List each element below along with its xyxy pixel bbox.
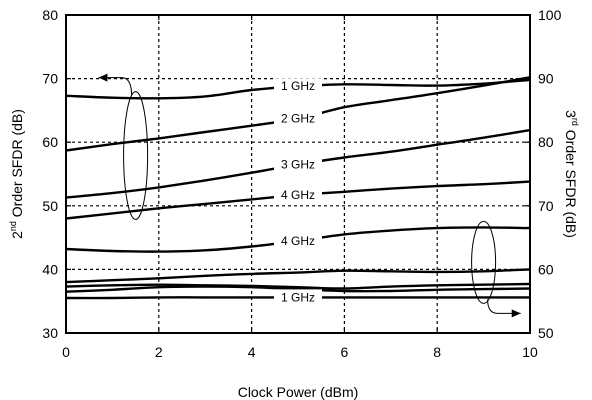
curve-labels: 1 GHz 2 GHz 3 GHz 4 GHz 4 GHz 1 GHz [274, 78, 322, 306]
y-left-tick-label: 70 [42, 71, 58, 87]
curve-label: 1 GHz [281, 79, 315, 93]
x-tick-label: 0 [62, 344, 70, 360]
y-right-tick-label: 60 [538, 261, 554, 277]
y-left-title-sup: nd [8, 221, 18, 231]
y-right-title-sup: rd [570, 118, 580, 126]
curve-label: 2 GHz [281, 112, 315, 126]
group-arrow-right [487, 299, 521, 314]
y-right-tick-label: 80 [538, 134, 554, 150]
y-right-title-rest: Order SFDR (dB) [563, 126, 579, 238]
y-left-title-prefix: 2 [9, 231, 25, 239]
y-right-tick-label: 90 [538, 71, 554, 87]
group-ellipse-right [471, 220, 497, 304]
y-axis-right-title: 3rd Order SFDR (dB) [563, 110, 580, 238]
y-axis-left-title: 2nd Order SFDR (dB) [8, 109, 25, 239]
series-line-right-6 [65, 282, 531, 290]
x-tick-label: 4 [248, 344, 256, 360]
axis-ticks: 0 2 4 6 8 10 30 40 50 60 70 80 50 60 70 80 90 100 [42, 7, 561, 360]
y-left-tick-label: 80 [42, 7, 58, 23]
group-arrow-left [98, 77, 133, 96]
curve-label-bg [274, 232, 322, 249]
group-ellipse-left [123, 91, 149, 220]
y-right-tick-label: 70 [538, 198, 554, 214]
curve-label: 3 GHz [281, 157, 315, 171]
x-tick-label: 8 [433, 344, 441, 360]
y-left-tick-label: 40 [42, 261, 58, 277]
y-right-tick-label: 50 [538, 325, 554, 341]
y-right-tick-label: 100 [538, 7, 562, 23]
plot-frame [65, 14, 531, 334]
curve-label: 4 GHz [281, 188, 315, 202]
x-axis-title: Clock Power (dBm) [238, 384, 359, 400]
y-left-tick-label: 60 [42, 134, 58, 150]
x-tick-label: 6 [341, 344, 349, 360]
x-tick-label: 2 [155, 344, 163, 360]
curve-label-bg [274, 289, 322, 306]
curve-label-bg [274, 110, 322, 127]
y-right-title-prefix: 3 [563, 110, 579, 118]
curve-label-bg [274, 186, 322, 203]
arrowhead-left [98, 73, 108, 82]
curve-label: 1 GHz [281, 290, 315, 304]
series-line-right-5 [65, 268, 531, 284]
curve-label-bg [274, 78, 322, 95]
group-annotations [98, 73, 521, 318]
curve-label: 4 GHz [281, 234, 315, 248]
curve-label-bg [274, 156, 322, 173]
arrowhead-right [511, 309, 521, 318]
x-tick-label: 10 [522, 344, 538, 360]
y-left-tick-label: 30 [42, 325, 58, 341]
y-left-title-rest: Order SFDR (dB) [9, 109, 25, 221]
y-left-tick-label: 50 [42, 198, 58, 214]
series-line-right-7 [65, 285, 531, 293]
